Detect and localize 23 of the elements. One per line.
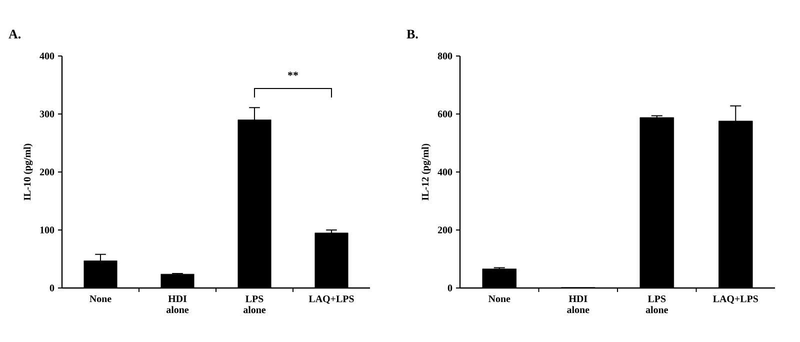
x-tick-label: LAQ+LPS [308,296,354,304]
y-tick-label: 400 [438,168,452,176]
chart-title: A. [8,30,21,39]
y-tick-label: 200 [40,168,54,176]
annotation: ** [288,72,298,76]
y-tick-label: 0 [50,284,54,292]
y-tick-label: 200 [438,226,452,234]
y-tick-label: 100 [40,226,54,234]
x-tick-label: LPS alone [243,296,266,314]
x-tick-label: None [90,296,112,302]
y-axis-title: IL-12 (pg/ml) [422,144,431,200]
y-tick-label: 0 [448,284,452,292]
x-tick-label: LAQ+LPS [713,296,758,304]
x-tick-label: LPS alone [646,296,668,314]
y-axis-title: IL-10 (pg/ml) [24,144,33,200]
y-tick-label: 400 [40,52,54,60]
x-tick-label: HDI alone [166,296,189,314]
y-tick-label: 300 [40,110,54,118]
x-tick-label: None [488,296,510,302]
chart-title: B. [406,30,418,39]
x-tick-label: HDI alone [567,296,590,314]
y-tick-label: 800 [438,52,452,60]
y-tick-label: 600 [438,110,452,118]
